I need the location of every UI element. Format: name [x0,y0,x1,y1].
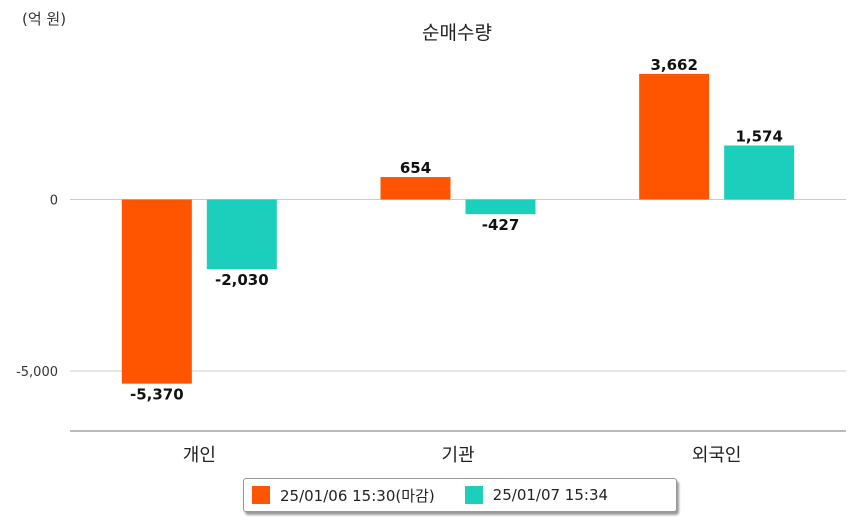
legend-swatch-series-1 [252,486,270,504]
legend-swatch-series-2 [464,486,483,504]
data-label: 654 [400,159,431,177]
data-label: -5,370 [130,386,184,404]
legend-item-series-1[interactable]: 25/01/06 15:30(마감) [244,485,435,506]
bar [380,177,451,200]
x-tick-label: 기관 [441,445,474,466]
y-tick-label: -5,000 [16,365,58,380]
bar [206,199,277,270]
bar [121,199,192,384]
legend-label-series-1: 25/01/06 15:30(마감) [280,486,435,505]
bar [724,145,795,200]
data-label: -427 [482,216,520,234]
unit-label: (억 원) [22,10,67,28]
legend-item-series-2[interactable]: 25/01/07 15:34 [457,486,608,504]
x-tick-label: 외국인 [692,445,742,466]
chart-title: 순매수량 [422,22,492,44]
legend: 25/01/06 15:30(마감) 25/01/07 15:34 [243,478,677,512]
data-label: 3,662 [650,56,697,74]
y-tick-label: 0 [50,193,58,208]
legend-label-series-2: 25/01/07 15:34 [492,486,609,504]
x-tick-label: 개인 [183,445,216,466]
bar [465,199,536,215]
data-label: 1,574 [735,128,782,146]
data-label: -2,030 [215,271,269,289]
bar [639,73,710,200]
